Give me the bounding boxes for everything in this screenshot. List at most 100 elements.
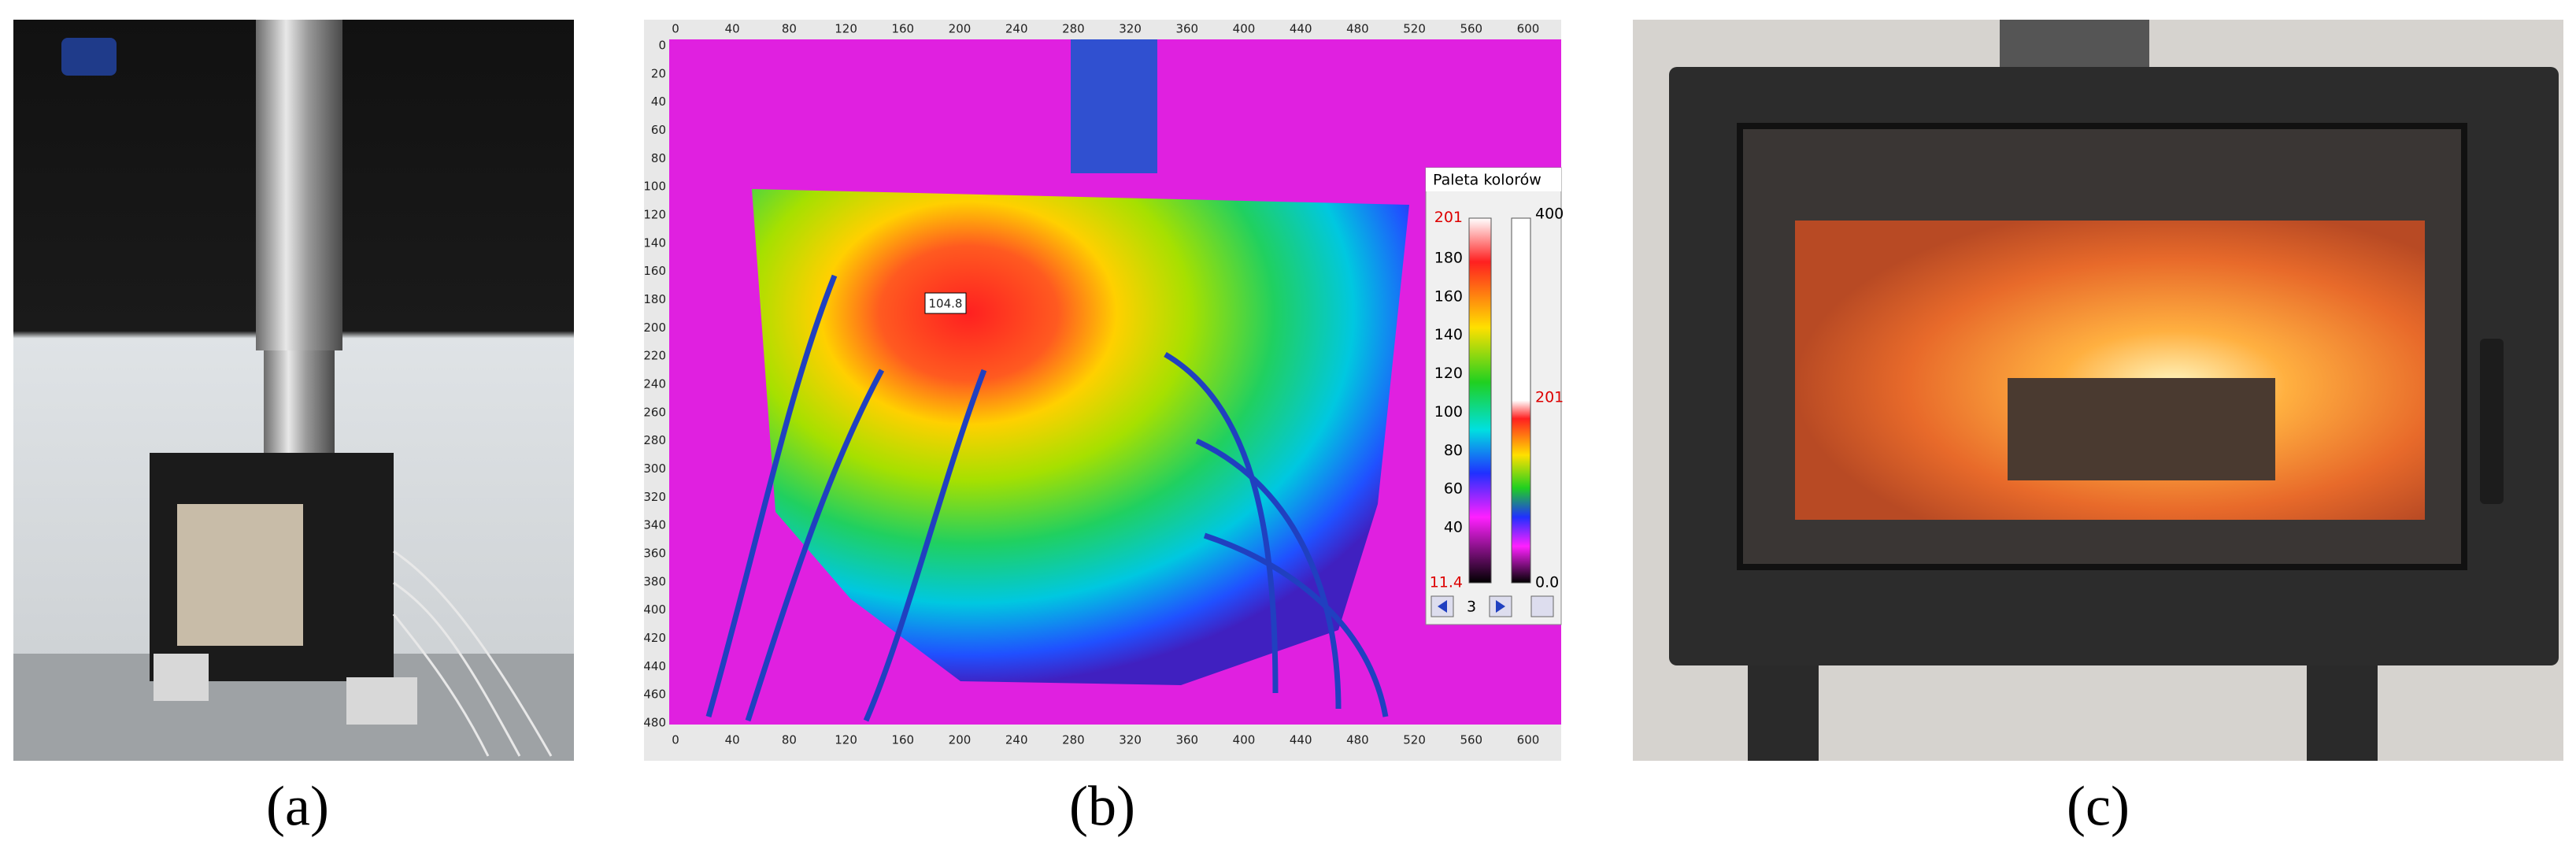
x-tick-label-top: 240 <box>1005 22 1028 36</box>
marker-box <box>924 292 967 314</box>
y-tick-label: 40 <box>651 95 666 109</box>
palette-right-label: 0.0 <box>1535 574 1559 591</box>
x-tick-label-bottom: 400 <box>1233 733 1256 747</box>
y-tick-label: 20 <box>651 66 666 80</box>
y-tick-label: 320 <box>643 490 666 504</box>
x-ticks: 0 0 40 40 80 80 120 120 160 160 200 200 240 240 280 280… <box>672 22 1539 747</box>
chimney-lower <box>264 350 335 469</box>
thermogram: 104.8 0040408080120120160160200200240240… <box>643 20 1564 761</box>
palette-bar-right <box>1511 217 1531 584</box>
x-tick-label-bottom: 120 <box>835 733 857 747</box>
y-tick-label: 180 <box>643 292 666 306</box>
palette-ticks: 201 180 160 140 120 100 80 60 40 11.4 400 201 0.0 <box>1430 206 1564 591</box>
palette-header <box>1426 168 1561 191</box>
x-tick-label-bottom: 320 <box>1119 733 1142 747</box>
door-handle <box>2480 339 2504 504</box>
x-tick-label-top: 80 <box>782 22 797 36</box>
x-tick-label-bottom: 360 <box>1175 733 1198 747</box>
x-tick-label-top: 400 <box>1233 22 1256 36</box>
probe-wires <box>705 274 1389 722</box>
panel-label: (c) <box>2067 775 2130 838</box>
palette-panel <box>1425 167 1562 625</box>
y-tick-label: 160 <box>643 264 666 278</box>
x-tick-label-top: 200 <box>949 22 972 36</box>
y-tick-label: 100 <box>643 180 666 194</box>
x-tick-label-bottom: 560 <box>1460 733 1482 747</box>
palette-left-label: 120 <box>1434 365 1463 382</box>
x-tick-label-bottom: 0 <box>672 733 679 747</box>
x-tick-label-bottom: 280 <box>1062 733 1085 747</box>
y-tick-label: 300 <box>643 462 666 476</box>
y-tick-label: 380 <box>643 574 666 588</box>
stove-leg <box>1748 665 1819 761</box>
stove-support <box>154 654 209 701</box>
marker-label: 104.8 <box>929 297 963 311</box>
stove-heat-map <box>752 189 1409 685</box>
y-tick-label: 60 <box>651 123 666 137</box>
panel-label: (a) <box>266 775 329 838</box>
x-tick-label-bottom: 40 <box>725 733 740 747</box>
x-tick-label-bottom: 160 <box>891 733 914 747</box>
y-tick-label: 240 <box>643 377 666 391</box>
y-tick-label: 480 <box>643 716 666 730</box>
x-tick-label-top: 320 <box>1119 22 1142 36</box>
y-tick-label: 280 <box>643 433 666 447</box>
stove-window <box>177 504 303 646</box>
x-tick-label-top: 360 <box>1175 22 1198 36</box>
x-tick-label-bottom: 440 <box>1290 733 1312 747</box>
thermocouple-wires <box>392 550 553 757</box>
palette-right-label: 400 <box>1535 206 1564 223</box>
palette-title: Paleta kolorów <box>1433 172 1542 189</box>
palette-left-label: 140 <box>1434 326 1463 343</box>
x-tick-label-bottom: 240 <box>1005 733 1028 747</box>
x-tick-label-bottom: 200 <box>949 733 972 747</box>
logs <box>2008 378 2275 480</box>
next-arrow <box>1496 600 1505 613</box>
x-tick-label-top: 440 <box>1290 22 1312 36</box>
palette-left-label: 40 <box>1444 519 1463 536</box>
x-tick-label-top: 520 <box>1403 22 1426 36</box>
photo-a <box>13 20 574 761</box>
x-tick-label-top: 0 <box>672 22 679 36</box>
x-tick-label-bottom: 80 <box>782 733 797 747</box>
palette-prev-button[interactable] <box>1430 595 1454 617</box>
x-tick-label-top: 40 <box>725 22 740 36</box>
palette-left-label: 180 <box>1434 250 1463 267</box>
y-tick-label: 460 <box>643 688 666 702</box>
y-tick-label: 220 <box>643 349 666 363</box>
y-tick-label: 260 <box>643 405 666 419</box>
stove-leg <box>2307 665 2378 761</box>
y-ticks: 0 20 40 60 80 100 120 140 160 180 200 220 240 260 280 3… <box>643 39 666 730</box>
x-tick-label-top: 120 <box>835 22 857 36</box>
analyzer <box>61 38 117 76</box>
y-tick-label: 400 <box>643 602 666 617</box>
stove-support <box>346 677 417 725</box>
y-tick-label: 80 <box>651 151 666 165</box>
x-tick-label-top: 560 <box>1460 22 1482 36</box>
palette-left-label: 160 <box>1434 287 1463 305</box>
y-tick-label: 420 <box>643 631 666 645</box>
chimney <box>256 20 342 350</box>
x-tick-label-bottom: 520 <box>1403 733 1426 747</box>
y-tick-label: 0 <box>658 39 666 53</box>
y-tick-label: 140 <box>643 235 666 250</box>
photo-c <box>1633 20 2563 761</box>
y-tick-label: 340 <box>643 518 666 532</box>
x-tick-label-bottom: 600 <box>1517 733 1540 747</box>
palette-left-label: 201 <box>1434 209 1463 226</box>
palette-left-label: 60 <box>1444 480 1463 498</box>
palette-left-label: 80 <box>1444 442 1463 459</box>
palette-reset-button[interactable] <box>1530 595 1554 617</box>
x-tick-label-bottom: 480 <box>1346 733 1369 747</box>
palette-left-label: 11.4 <box>1430 573 1463 591</box>
y-tick-label: 120 <box>643 208 666 222</box>
x-tick-label-top: 160 <box>891 22 914 36</box>
x-tick-label-top: 600 <box>1517 22 1540 36</box>
y-tick-label: 200 <box>643 321 666 335</box>
y-tick-label: 440 <box>643 659 666 673</box>
y-tick-label: 360 <box>643 547 666 561</box>
palette-left-label: 100 <box>1434 403 1463 421</box>
x-tick-label-top: 480 <box>1346 22 1369 36</box>
palette-step: 3 <box>1467 599 1476 616</box>
